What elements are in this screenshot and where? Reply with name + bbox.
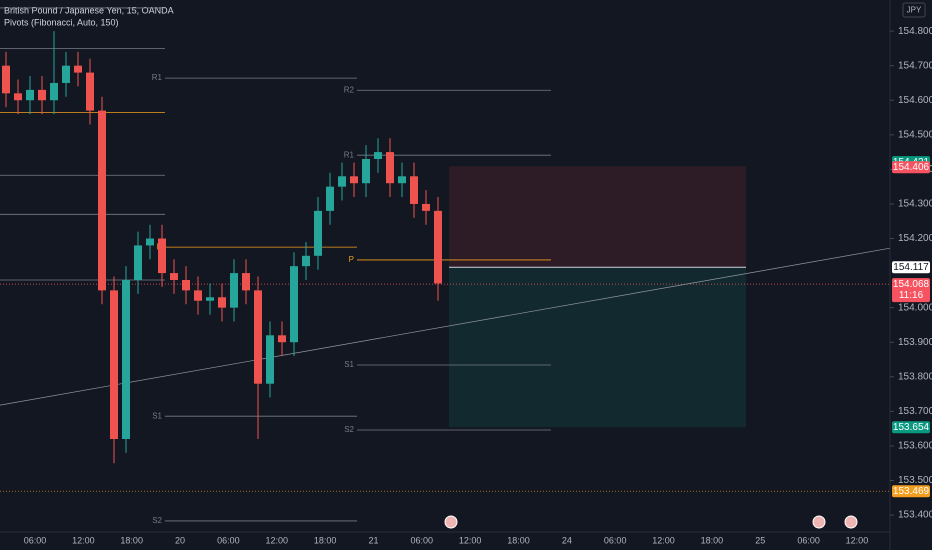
- candle-body: [38, 89, 46, 101]
- pivot-label: P: [349, 255, 354, 264]
- x-tick-label: 06:00: [411, 535, 434, 545]
- candle-body: [122, 280, 130, 440]
- pivot-label: S2: [152, 516, 162, 525]
- price-label: 154.406: [893, 162, 930, 173]
- candle-body: [62, 65, 70, 83]
- candle-body: [278, 335, 286, 343]
- x-tick-label: 12:00: [265, 535, 288, 545]
- price-label-box: [892, 485, 930, 498]
- x-tick-label: 06:00: [24, 535, 47, 545]
- candle-body: [218, 297, 226, 308]
- x-tick-label: 24: [562, 535, 572, 545]
- countdown: 11:16: [899, 290, 924, 301]
- pivot-label: R1: [152, 73, 163, 82]
- candle-body: [362, 159, 370, 184]
- candle-body: [134, 245, 142, 280]
- candle-body: [314, 210, 322, 256]
- y-tick-label: 154.600: [898, 95, 932, 106]
- event-icons: [444, 515, 858, 529]
- price-label-box: [892, 278, 930, 303]
- price-label: 153.469: [893, 486, 930, 497]
- pivot-label: S1: [152, 411, 162, 420]
- x-tick-label: 18:00: [120, 535, 143, 545]
- currency[interactable]: JPY: [907, 6, 922, 15]
- candle-body: [50, 82, 58, 101]
- candle-body: [254, 290, 262, 384]
- price-label: 154.068: [893, 279, 930, 290]
- chart-title: British Pound / Japanese Yen, 15, OANDA: [4, 5, 174, 15]
- candle-body: [158, 238, 166, 274]
- candle-body: [170, 273, 178, 280]
- x-tick-label: 06:00: [604, 535, 627, 545]
- price-label-box: [892, 261, 930, 274]
- y-tick-label: 154.200: [898, 233, 932, 244]
- x-tick-label: 18:00: [314, 535, 337, 545]
- candle-body: [386, 152, 394, 184]
- candle-body: [182, 280, 190, 291]
- y-tick-label: 153.500: [898, 475, 932, 486]
- y-tick-label: 154.000: [898, 302, 932, 313]
- indicator-label: Pivots (Fibonacci, Auto, 150): [4, 17, 119, 27]
- x-tick-label: 06:00: [797, 535, 820, 545]
- candle-body: [194, 290, 202, 301]
- price-label-box: [892, 421, 930, 434]
- pivot-label: S1: [344, 360, 354, 369]
- candle-body: [290, 266, 298, 343]
- candle-body: [98, 110, 106, 291]
- y-tick-label: 153.700: [898, 406, 932, 417]
- candle-body: [374, 152, 382, 160]
- y-tick-label: 153.800: [898, 371, 932, 382]
- candle-body: [326, 186, 334, 211]
- price-label-box: [892, 161, 930, 174]
- x-tick-label: 12:00: [846, 535, 869, 545]
- x-tick-label: 12:00: [459, 535, 482, 545]
- y-tick-label: 154.700: [898, 60, 932, 71]
- candle-body: [434, 210, 442, 284]
- candle-body: [2, 65, 10, 94]
- candle-body: [338, 176, 346, 187]
- candle-body: [266, 335, 274, 384]
- pivot-label: R2: [344, 85, 355, 94]
- y-tick-label: 153.600: [898, 441, 932, 452]
- price-label: 153.654: [893, 422, 930, 433]
- candle-body: [146, 238, 154, 246]
- candle-body: [398, 176, 406, 184]
- x-tick-label: 25: [755, 535, 765, 545]
- candle-body: [422, 203, 430, 211]
- candle-body: [74, 65, 82, 73]
- candle-body: [242, 273, 250, 291]
- candle-body: [230, 273, 238, 308]
- currency-box[interactable]: [902, 2, 926, 18]
- candle-body: [302, 255, 310, 267]
- trendline: [0, 247, 891, 406]
- y-tick-label: 154.800: [898, 26, 932, 37]
- y-tick-label: 154.500: [898, 129, 932, 140]
- y-tick-label: 153.900: [898, 337, 932, 348]
- x-tick-label: 18:00: [701, 535, 724, 545]
- y-tick-label: 154.300: [898, 199, 932, 210]
- candle-body: [206, 297, 214, 301]
- candle-body: [110, 290, 118, 440]
- candle-body: [86, 72, 94, 111]
- x-tick-label: 06:00: [217, 535, 240, 545]
- pivot-label: S2: [344, 425, 354, 434]
- candle-body: [26, 89, 34, 101]
- candle-body: [14, 93, 22, 101]
- target-zone: [449, 267, 746, 428]
- x-tick-label: 20: [175, 535, 185, 545]
- price-label: 154.117: [893, 262, 929, 273]
- x-tick-label: 12:00: [652, 535, 675, 545]
- y-tick-label: 153.400: [898, 510, 932, 521]
- x-tick-label: 12:00: [72, 535, 95, 545]
- stop-zone: [449, 166, 746, 268]
- candle-body: [350, 176, 358, 184]
- pivot-label: R1: [344, 150, 355, 159]
- x-tick-label: 18:00: [507, 535, 530, 545]
- candle-body: [410, 176, 418, 204]
- x-tick-label: 21: [368, 535, 378, 545]
